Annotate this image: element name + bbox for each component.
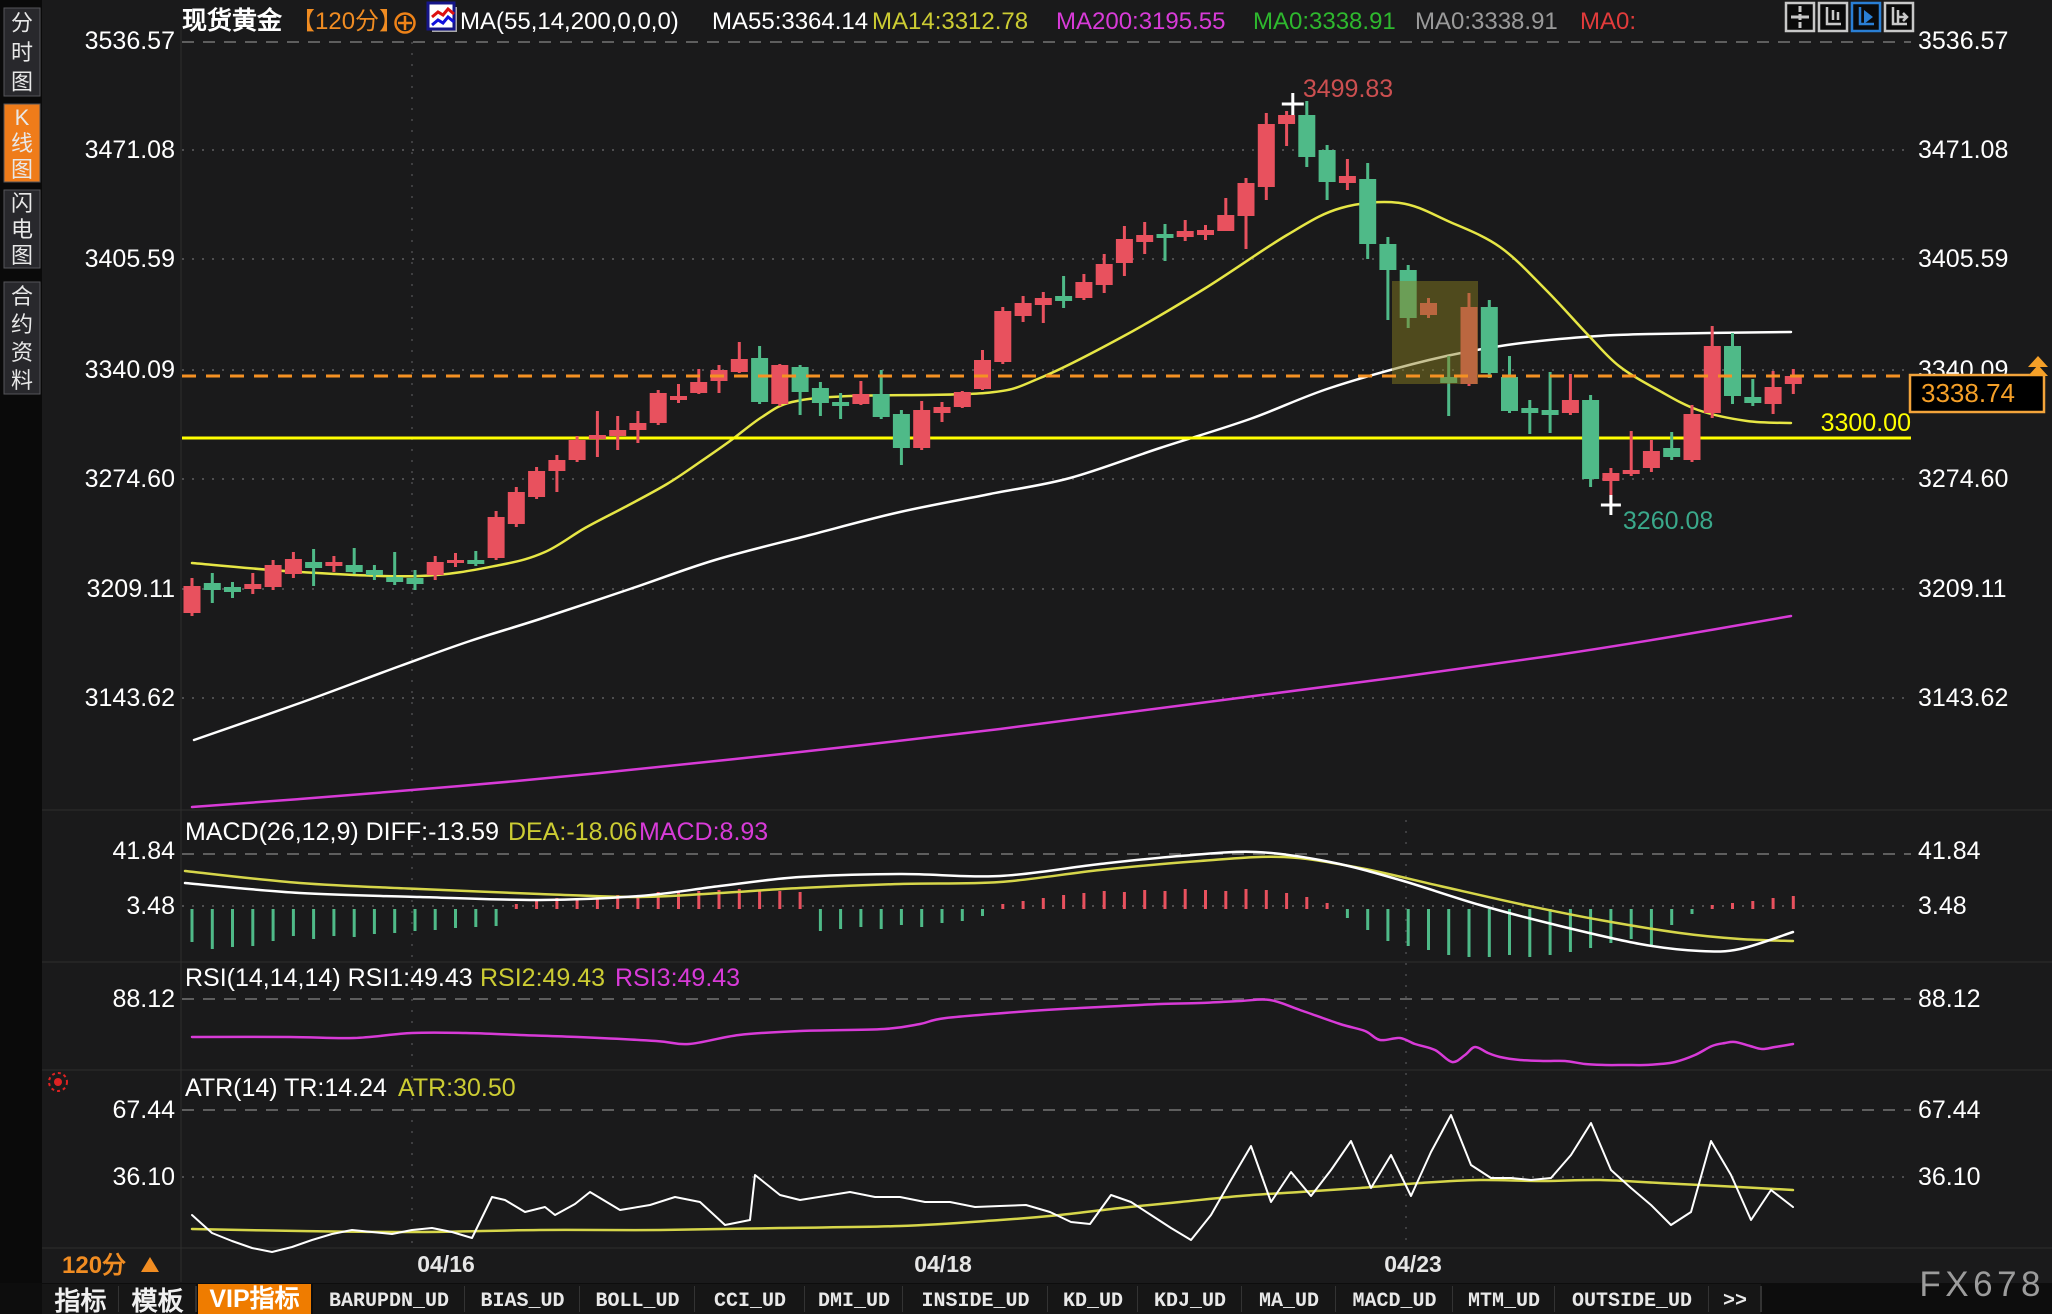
svg-text:MA14:3312.78: MA14:3312.78: [872, 8, 1028, 35]
svg-text:3405.59: 3405.59: [85, 245, 175, 273]
svg-text:41.84: 41.84: [1918, 837, 1981, 865]
svg-text:3405.59: 3405.59: [1918, 245, 2008, 273]
svg-text:图: 图: [11, 69, 33, 94]
svg-text:>>: >>: [1723, 1290, 1747, 1313]
svg-text:BOLL_UD: BOLL_UD: [595, 1290, 679, 1313]
svg-text:36.10: 36.10: [1918, 1163, 1981, 1191]
svg-text:OUTSIDE_UD: OUTSIDE_UD: [1572, 1290, 1692, 1313]
svg-text:67.44: 67.44: [1918, 1096, 1981, 1124]
svg-text:MA0:3338.91: MA0:3338.91: [1415, 8, 1558, 35]
svg-text:图: 图: [11, 157, 33, 182]
svg-text:MA200:3195.55: MA200:3195.55: [1056, 8, 1225, 35]
svg-text:K: K: [15, 105, 30, 130]
svg-text:BIAS_UD: BIAS_UD: [480, 1290, 564, 1313]
svg-text:时: 时: [11, 40, 33, 65]
svg-text:DEA:-18.06: DEA:-18.06: [508, 818, 637, 846]
svg-text:MACD(26,12,9) DIFF:-13.59: MACD(26,12,9) DIFF:-13.59: [185, 818, 499, 846]
svg-text:MA55:3364.14: MA55:3364.14: [712, 8, 868, 35]
svg-text:分: 分: [11, 11, 33, 36]
svg-text:3.48: 3.48: [1918, 892, 1967, 920]
svg-text:INSIDE_UD: INSIDE_UD: [921, 1290, 1029, 1313]
svg-text:线: 线: [11, 131, 33, 156]
svg-text:3274.60: 3274.60: [1918, 465, 2008, 493]
svg-text:VIP指标: VIP指标: [209, 1285, 299, 1313]
svg-text:指标: 指标: [54, 1286, 106, 1314]
svg-text:04/16: 04/16: [417, 1251, 475, 1277]
svg-text:RSI(14,14,14) RSI1:49.43: RSI(14,14,14) RSI1:49.43: [185, 964, 473, 992]
svg-text:3338.74: 3338.74: [1921, 378, 2015, 408]
svg-text:120分: 120分: [62, 1252, 126, 1279]
svg-text:模板: 模板: [131, 1286, 183, 1314]
svg-text:合: 合: [11, 284, 33, 309]
svg-text:约: 约: [11, 312, 33, 337]
svg-text:3274.60: 3274.60: [85, 465, 175, 493]
svg-text:3300.00: 3300.00: [1821, 409, 1911, 437]
svg-text:ATR:30.50: ATR:30.50: [398, 1074, 516, 1102]
svg-text:资: 资: [11, 340, 33, 365]
svg-text:CCI_UD: CCI_UD: [714, 1290, 786, 1313]
svg-text:MTM_UD: MTM_UD: [1468, 1290, 1540, 1313]
svg-text:3143.62: 3143.62: [1918, 684, 2008, 712]
svg-text:【120分】: 【120分】: [291, 8, 403, 35]
svg-text:BARUPDN_UD: BARUPDN_UD: [329, 1290, 449, 1313]
svg-text:88.12: 88.12: [1918, 985, 1981, 1013]
svg-text:3471.08: 3471.08: [85, 136, 175, 164]
svg-text:3209.11: 3209.11: [1918, 575, 2007, 603]
svg-text:3209.11: 3209.11: [86, 575, 175, 603]
svg-text:MACD_UD: MACD_UD: [1352, 1290, 1436, 1313]
svg-text:3143.62: 3143.62: [85, 684, 175, 712]
svg-text:3260.08: 3260.08: [1623, 507, 1713, 535]
svg-text:KDJ_UD: KDJ_UD: [1154, 1290, 1226, 1313]
svg-text:KD_UD: KD_UD: [1063, 1290, 1123, 1313]
svg-text:3340.09: 3340.09: [85, 356, 175, 384]
svg-text:88.12: 88.12: [112, 985, 175, 1013]
svg-text:闪: 闪: [11, 191, 33, 216]
svg-text:3.48: 3.48: [126, 892, 175, 920]
svg-text:料: 料: [11, 368, 33, 393]
svg-text:电: 电: [11, 217, 33, 242]
svg-text:3536.57: 3536.57: [1918, 27, 2008, 55]
svg-text:MA_UD: MA_UD: [1259, 1290, 1319, 1313]
svg-text:ATR(14) TR:14.24: ATR(14) TR:14.24: [185, 1074, 387, 1102]
svg-text:41.84: 41.84: [112, 837, 175, 865]
svg-text:36.10: 36.10: [112, 1163, 175, 1191]
svg-text:FX678: FX678: [1919, 1265, 2045, 1304]
svg-text:RSI3:49.43: RSI3:49.43: [615, 964, 740, 992]
svg-text:MACD:8.93: MACD:8.93: [639, 818, 768, 846]
svg-text:MA0:: MA0:: [1580, 8, 1636, 35]
svg-text:04/23: 04/23: [1384, 1251, 1442, 1277]
svg-text:3499.83: 3499.83: [1303, 75, 1393, 103]
svg-text:MA(55,14,200,0,0,0): MA(55,14,200,0,0,0): [460, 8, 679, 35]
svg-text:3471.08: 3471.08: [1918, 136, 2008, 164]
svg-text:67.44: 67.44: [112, 1096, 175, 1124]
svg-text:04/18: 04/18: [914, 1251, 972, 1277]
svg-text:图: 图: [11, 243, 33, 268]
svg-text:MA0:3338.91: MA0:3338.91: [1253, 8, 1396, 35]
svg-text:DMI_UD: DMI_UD: [818, 1290, 890, 1313]
svg-text:现货黄金: 现货黄金: [182, 6, 283, 35]
svg-text:RSI2:49.43: RSI2:49.43: [480, 964, 605, 992]
svg-text:3536.57: 3536.57: [85, 27, 175, 55]
